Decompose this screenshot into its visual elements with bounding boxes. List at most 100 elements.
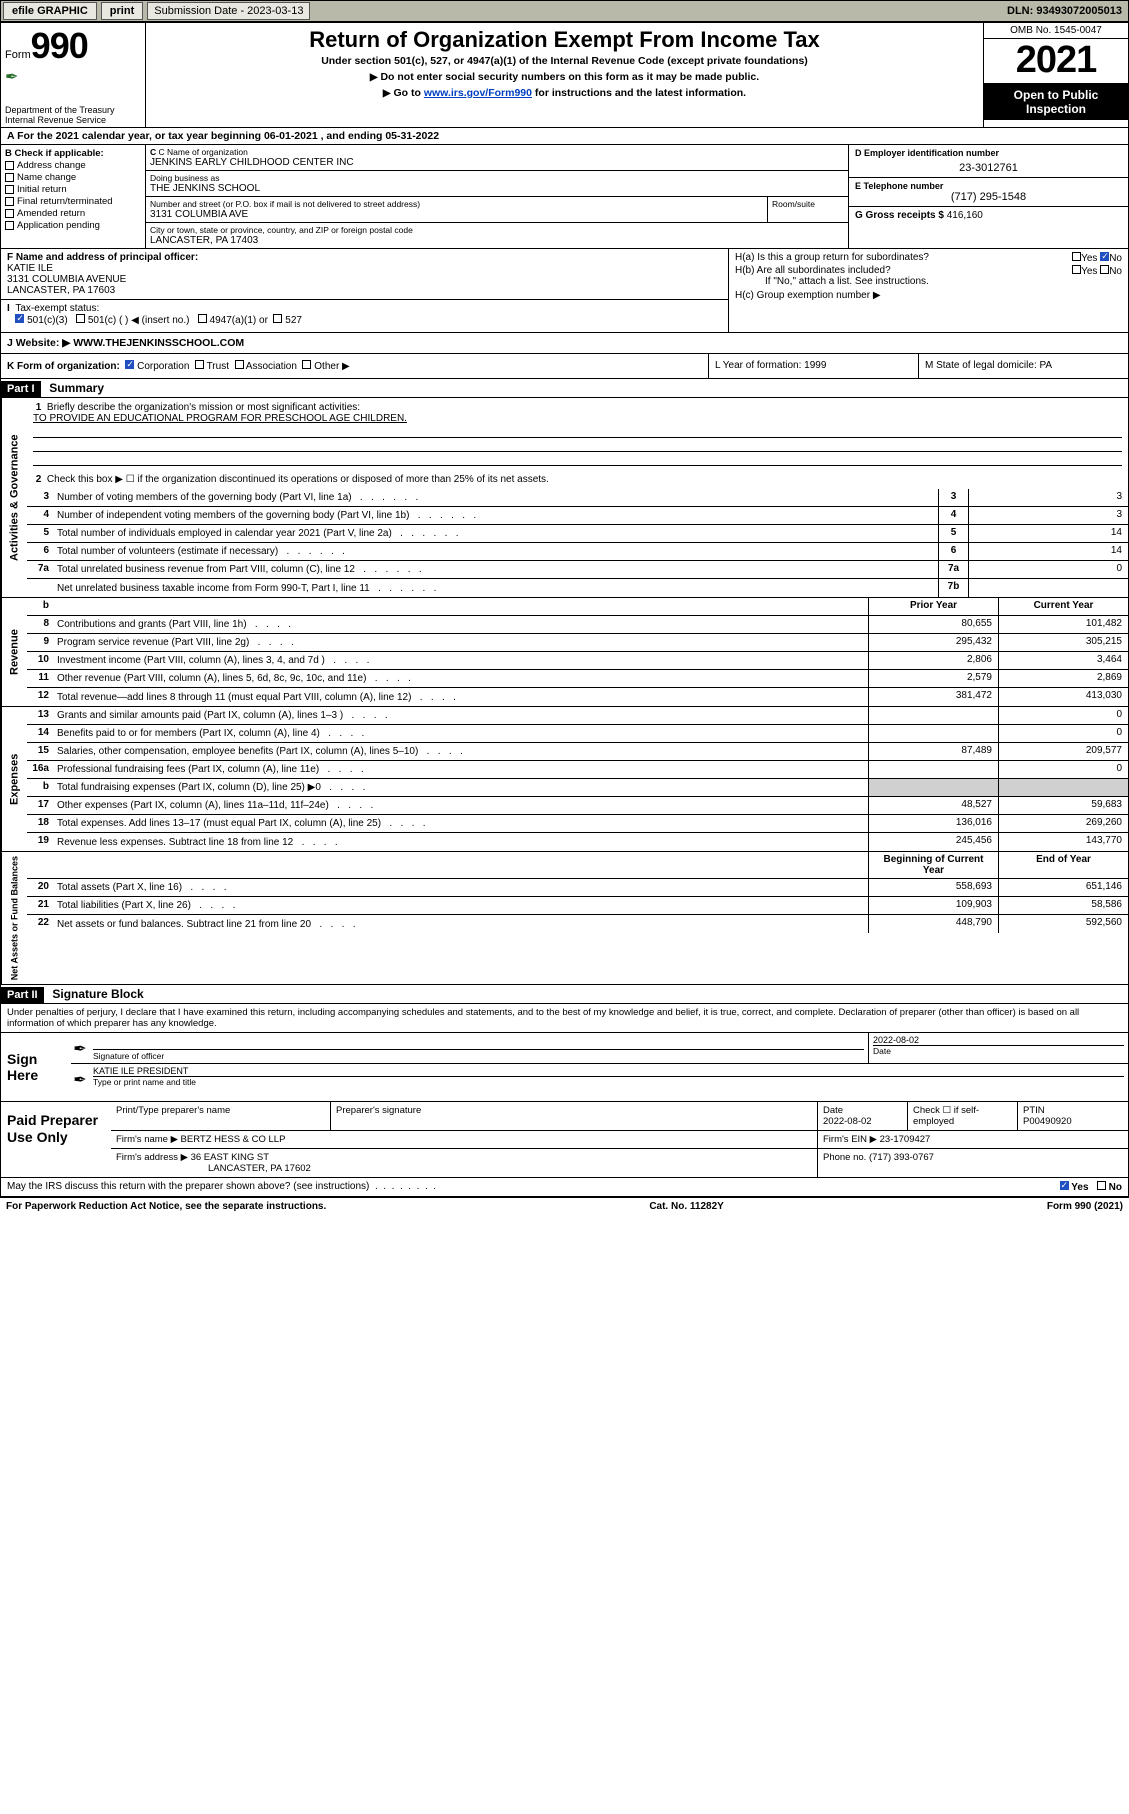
hb-no: No (1109, 266, 1122, 277)
sig-date-value: 2022-08-02 (873, 1035, 1124, 1045)
ptin-value: P00490920 (1023, 1116, 1072, 1127)
line-desc: Salaries, other compensation, employee b… (53, 743, 868, 760)
line-desc: Net assets or fund balances. Subtract li… (53, 915, 868, 933)
ein-value: 23-3012761 (855, 162, 1122, 174)
opt-corp: Corporation (137, 361, 189, 372)
part1-bar: Part I Summary (1, 379, 1128, 398)
chk-501c[interactable] (76, 314, 85, 323)
na-col-header: Beginning of Current Year End of Year (27, 852, 1128, 879)
chk-name-change[interactable] (5, 173, 14, 182)
fin-line: 13Grants and similar amounts paid (Part … (27, 707, 1128, 725)
pt-sig-label: Preparer's signature (331, 1102, 818, 1130)
line-desc: Total number of individuals employed in … (53, 525, 938, 542)
line-value: 3 (968, 489, 1128, 506)
form-subtitle: Under section 501(c), 527, or 4947(a)(1)… (152, 55, 977, 67)
chk-initial-return[interactable] (5, 185, 14, 194)
line-desc: Investment income (Part VIII, column (A)… (53, 652, 868, 669)
current-value: 651,146 (998, 879, 1128, 896)
col-de: D Employer identification number 23-3012… (848, 145, 1128, 248)
name-title-label: Type or print name and title (93, 1076, 1124, 1087)
current-value: 0 (998, 707, 1128, 724)
firm-name: BERTZ HESS & CO LLP (181, 1134, 286, 1145)
line-desc: Total revenue—add lines 8 through 11 (mu… (53, 688, 868, 706)
f-addr2: LANCASTER, PA 17603 (7, 285, 722, 296)
chk-501c3[interactable] (15, 314, 24, 323)
paperwork-notice: For Paperwork Reduction Act Notice, see … (6, 1201, 326, 1212)
row-fhi: F Name and address of principal officer:… (1, 249, 1128, 333)
section-net-assets: Net Assets or Fund Balances Beginning of… (1, 852, 1128, 985)
current-value: 305,215 (998, 634, 1128, 651)
line-num: 22 (27, 915, 53, 933)
line-desc: Other expenses (Part IX, column (A), lin… (53, 797, 868, 814)
arrow-icon: ▶ (383, 88, 391, 99)
officer-name-title: KATIE ILE PRESIDENT (93, 1066, 1124, 1076)
firm-name-label: Firm's name ▶ (116, 1134, 178, 1145)
note-goto-pre: Go to (394, 87, 424, 99)
chk-discuss-no[interactable] (1097, 1181, 1106, 1190)
chk-hb-yes[interactable] (1072, 265, 1081, 274)
print-button[interactable]: print (101, 2, 143, 20)
mission-blank-line (33, 438, 1122, 452)
chk-corp[interactable] (125, 360, 134, 369)
mission-blank-line (33, 424, 1122, 438)
fin-line: 9Program service revenue (Part VIII, lin… (27, 634, 1128, 652)
line-value (968, 579, 1128, 597)
chk-4947[interactable] (198, 314, 207, 323)
line-desc: Benefits paid to or for members (Part IX… (53, 725, 868, 742)
note-goto-post: for instructions and the latest informat… (532, 87, 746, 99)
chk-527[interactable] (273, 314, 282, 323)
chk-assoc[interactable] (235, 360, 244, 369)
chk-ha-no[interactable] (1100, 252, 1109, 261)
line-num: 9 (27, 634, 53, 651)
j-label: J Website: ▶ (7, 337, 70, 349)
line-desc: Total expenses. Add lines 13–17 (must eq… (53, 815, 868, 832)
f-name: KATIE ILE (7, 263, 722, 274)
prior-value (868, 761, 998, 778)
line-num: 20 (27, 879, 53, 896)
line-num: 6 (27, 543, 53, 560)
chk-discuss-yes[interactable] (1060, 1181, 1069, 1190)
chk-hb-no[interactable] (1100, 265, 1109, 274)
opt-4947: 4947(a)(1) or (210, 315, 268, 326)
line-num: 3 (27, 489, 53, 506)
sig-officer-label: Signature of officer (93, 1049, 864, 1061)
opt-other: Other ▶ (314, 361, 349, 372)
line-desc: Professional fundraising fees (Part IX, … (53, 761, 868, 778)
submission-date: Submission Date - 2023-03-13 (147, 2, 310, 20)
chk-ha-yes[interactable] (1072, 252, 1081, 261)
row-j-website: J Website: ▶ WWW.THEJENKINSSCHOOL.COM (1, 333, 1128, 354)
line-num: 16a (27, 761, 53, 778)
form-number: 990 (31, 25, 88, 66)
chk-app-pending[interactable] (5, 221, 14, 230)
line-box: 3 (938, 489, 968, 506)
street-value: 3131 COLUMBIA AVE (150, 209, 763, 220)
section-revenue: Revenue b Prior Year Current Year 8Contr… (1, 598, 1128, 707)
irs-label: Internal Revenue Service (5, 115, 141, 125)
irs-link[interactable]: www.irs.gov/Form990 (424, 87, 532, 99)
form-header: Form990 ✒ Department of the Treasury Int… (1, 23, 1128, 128)
line-num: 17 (27, 797, 53, 814)
org-name: JENKINS EARLY CHILDHOOD CENTER INC (150, 157, 844, 168)
chk-trust[interactable] (195, 360, 204, 369)
chk-address-change[interactable] (5, 161, 14, 170)
pt-name-label: Print/Type preparer's name (111, 1102, 331, 1130)
lbl-final-return: Final return/terminated (17, 196, 113, 207)
discuss-yes: Yes (1071, 1182, 1088, 1193)
fin-line: 10Investment income (Part VIII, column (… (27, 652, 1128, 670)
current-value: 209,577 (998, 743, 1128, 760)
chk-final-return[interactable] (5, 197, 14, 206)
col-b-checkboxes: B Check if applicable: Address change Na… (1, 145, 146, 248)
lbl-address-change: Address change (17, 160, 86, 171)
efile-button[interactable]: efile GRAPHIC (3, 2, 97, 20)
prior-value (868, 779, 998, 796)
opt-501c3: 501(c)(3) (27, 315, 68, 326)
lbl-name-change: Name change (17, 172, 76, 183)
row-klm: K Form of organization: Corporation Trus… (1, 354, 1128, 379)
line-num: 5 (27, 525, 53, 542)
line-desc: Total number of volunteers (estimate if … (53, 543, 938, 560)
header-middle: Return of Organization Exempt From Incom… (146, 23, 983, 127)
chk-other[interactable] (302, 360, 311, 369)
chk-amended[interactable] (5, 209, 14, 218)
tax-year: 2021 (984, 39, 1128, 84)
ag-line: 4Number of independent voting members of… (27, 507, 1128, 525)
